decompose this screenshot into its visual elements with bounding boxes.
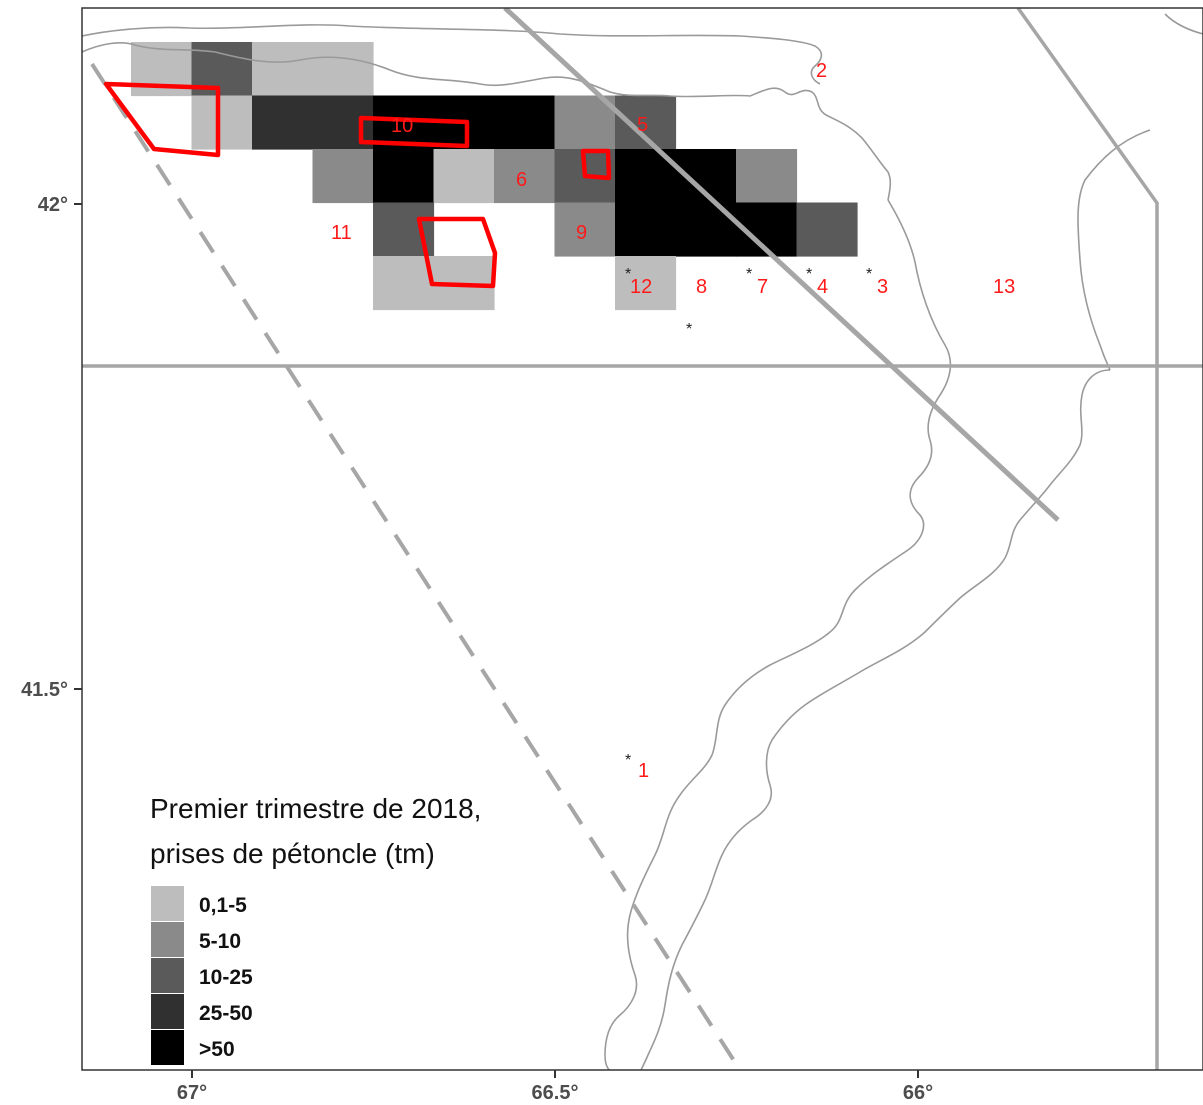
area-label-8: 8 (696, 276, 707, 298)
contour-slope (640, 369, 1111, 1070)
y-tick-label: 42° (38, 194, 68, 216)
closure-area-small (580, 148, 612, 181)
contour-gully (604, 199, 952, 1070)
area-labels: 1 2 3 4 5 6 7 8 9 10 11 12 13 (331, 60, 1015, 782)
contour-shelf-top (82, 24, 823, 85)
legend-swatch-class-4 (151, 994, 184, 1029)
catch-cell (312, 42, 374, 97)
area-label-2: 2 (816, 60, 827, 82)
contour-upper-right (1164, 13, 1203, 35)
legend-label-class-1: 0,1-5 (199, 894, 247, 917)
legend-swatch-class-5 (151, 1030, 184, 1065)
y-tick-label: 41.5° (21, 679, 68, 701)
legend-label-class-3: 10-25 (199, 966, 253, 989)
boundary-lines (82, 8, 1203, 1070)
legend-swatch-class-2 (151, 922, 184, 957)
legend-swatch-class-3 (151, 958, 184, 993)
closure-area-central (358, 115, 470, 149)
catch-cell (252, 95, 314, 150)
station-marker: * (625, 266, 631, 283)
contour-east (1077, 129, 1151, 371)
catch-cell (736, 149, 798, 204)
area-label-11: 11 (331, 222, 352, 244)
legend-label-class-2: 5-10 (199, 930, 241, 953)
diagonal-boundary (503, 8, 1060, 522)
station-marker: * (866, 266, 872, 283)
catch-cell (312, 149, 374, 204)
area-label-1: 1 (638, 760, 649, 782)
catch-grid (131, 42, 858, 311)
closure-areas (103, 81, 612, 289)
area-label-5: 5 (637, 114, 648, 136)
catch-cell (494, 149, 556, 204)
catch-cell (554, 202, 616, 257)
area-label-12: 12 (630, 276, 652, 298)
station-marker: * (686, 321, 692, 338)
area-label-3: 3 (877, 276, 888, 298)
area-label-9: 9 (576, 222, 587, 244)
catch-cell (252, 42, 314, 97)
catch-cell (373, 149, 435, 204)
legend-label-class-4: 25-50 (199, 1002, 253, 1025)
legend-label-class-5: >50 (199, 1038, 235, 1061)
legend-title-line1: Premier trimestre de 2018, (150, 793, 481, 824)
legend: Premier trimestre de 2018, prises de pét… (150, 793, 481, 1065)
station-marker: * (625, 752, 631, 769)
area-label-13: 13 (993, 276, 1015, 298)
catch-cell (796, 202, 858, 257)
legend-title-line2: prises de pétoncle (tm) (150, 838, 435, 869)
survey-stations: * * * * * * (625, 266, 872, 769)
catch-cell (433, 149, 495, 204)
east-boundary (1016, 8, 1159, 1070)
closure-area-west (103, 81, 221, 158)
catch-cell (554, 95, 616, 150)
station-marker: * (806, 266, 812, 283)
x-tick-label: 66.5° (532, 1082, 579, 1104)
contour-north (82, 42, 892, 201)
closure-area-south (416, 216, 498, 289)
area-label-10: 10 (391, 115, 413, 137)
depth-contours (82, 13, 1203, 1070)
catch-cell (615, 256, 677, 311)
catch-cell (373, 256, 435, 311)
catch-cell (494, 95, 556, 150)
x-axis (191, 1070, 919, 1078)
area-label-6: 6 (516, 169, 527, 191)
station-marker: * (746, 266, 752, 283)
x-tick-label: 67° (177, 1082, 207, 1104)
legend-swatch-class-1 (151, 886, 184, 921)
map-panel-border (81, 7, 1203, 1071)
legend-swatches (151, 886, 184, 1065)
catch-cell (191, 95, 253, 150)
catch-cell (615, 202, 677, 257)
y-axis (74, 203, 82, 690)
area-label-7: 7 (757, 276, 768, 298)
area-label-4: 4 (817, 276, 828, 298)
x-tick-label: 66° (903, 1082, 933, 1104)
